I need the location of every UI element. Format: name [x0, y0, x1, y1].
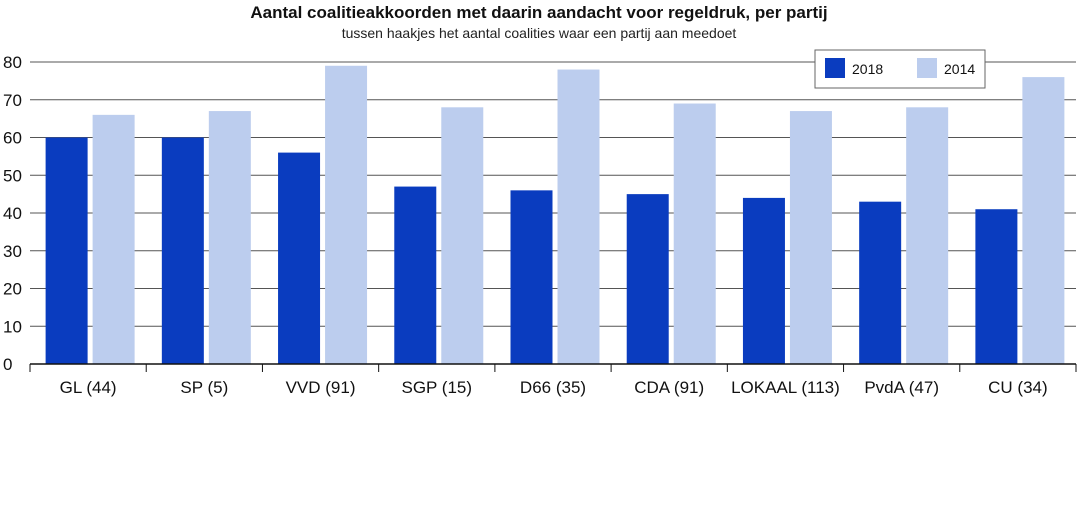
y-tick-label: 0 [3, 355, 12, 374]
bar-2014-8 [1022, 77, 1065, 364]
bar-2018-4 [510, 190, 553, 364]
x-axis: GL (44) SP (5) VVD (91) SGP (15) D66 (35) CDA… [29, 363, 1077, 397]
x-tick-label: LOKAAL (113) [731, 378, 840, 397]
legend-label-2014: 2014 [944, 61, 975, 77]
legend-label-2018: 2018 [852, 61, 883, 77]
bar-2018-0 [45, 137, 88, 364]
bar-2018-5 [626, 194, 669, 364]
legend: 2018 2014 [814, 49, 986, 89]
x-tick-label: SGP (15) [401, 378, 472, 397]
x-tick-label: SP (5) [180, 378, 228, 397]
y-tick-label: 10 [3, 317, 22, 336]
bar-2014-3 [441, 107, 484, 365]
bar-2018-1 [161, 137, 204, 364]
chart-subtitle: tussen haakjes het aantal coalities waar… [341, 25, 737, 41]
y-tick-label: 50 [3, 166, 22, 185]
chart-title: Aantal coalitieakkoorden met daarin aand… [250, 3, 828, 22]
x-tick-label: PvdA (47) [864, 378, 939, 397]
y-tick-label: 20 [3, 280, 22, 299]
y-tick-label: 70 [3, 91, 22, 110]
x-tick-label: VVD (91) [286, 378, 356, 397]
y-axis-ticks: 0 10 20 30 40 50 60 70 80 [3, 53, 22, 374]
x-tick-label: CU (34) [988, 378, 1048, 397]
bar-2018-3 [394, 186, 437, 364]
bar-2014-7 [906, 107, 949, 365]
y-tick-label: 40 [3, 204, 22, 223]
bar-2018-6 [742, 197, 785, 364]
bar-2014-1 [208, 111, 251, 364]
legend-swatch-2018 [825, 58, 845, 78]
x-tick-label: D66 (35) [520, 378, 586, 397]
bar-2018-8 [975, 209, 1018, 364]
bar-2014-5 [673, 103, 716, 365]
bar-2018-2 [278, 152, 321, 364]
bar-2014-6 [789, 111, 832, 364]
bar-2014-4 [557, 69, 600, 365]
x-tick-label: GL (44) [60, 378, 117, 397]
bar-2014-2 [325, 65, 368, 365]
legend-swatch-2014 [917, 58, 937, 78]
y-tick-label: 30 [3, 242, 22, 261]
y-tick-label: 60 [3, 129, 22, 148]
x-tick-label: CDA (91) [634, 378, 704, 397]
bar-2018-7 [859, 201, 902, 364]
bar-2014-0 [92, 114, 135, 364]
y-tick-label: 80 [3, 53, 22, 72]
bars [45, 65, 1065, 365]
